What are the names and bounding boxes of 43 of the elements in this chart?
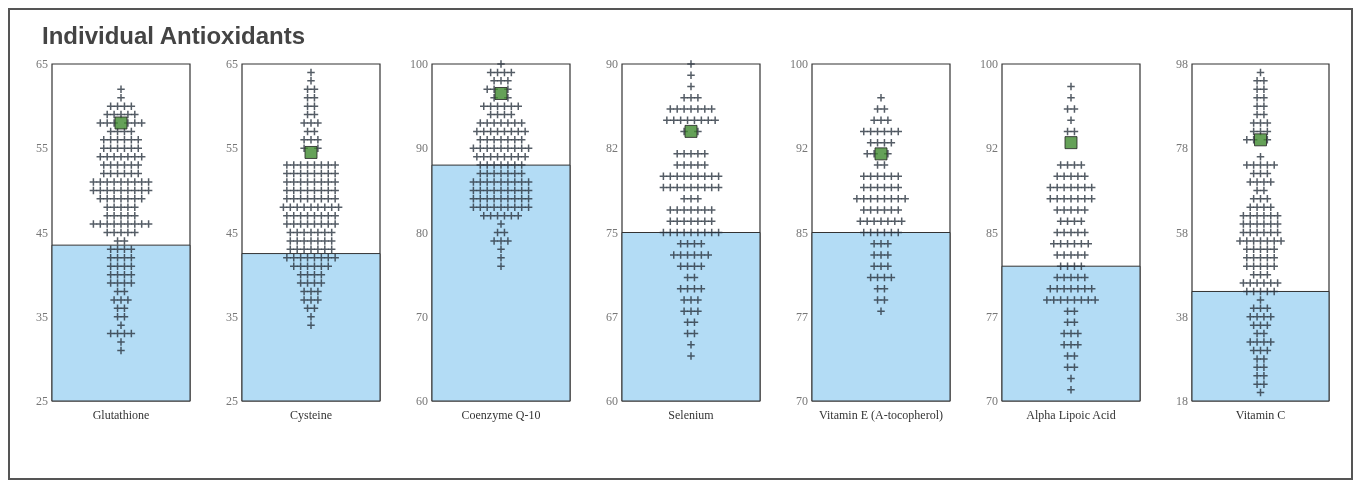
x-tick-label: Selenium [668,408,715,422]
y-tick-label: 67 [606,309,618,324]
y-tick-label: 60 [606,394,618,408]
x-tick-label: Vitamin E (A-tocopherol) [819,408,943,422]
y-tick-label: 78 [1176,141,1188,156]
y-tick-label: 65 [226,57,238,71]
y-tick-label: 90 [606,57,618,71]
y-tick-label: 35 [226,309,238,324]
x-tick-label: Glutathione [92,408,150,422]
y-tick-label: 70 [416,309,428,324]
y-tick-label: 85 [986,225,998,240]
y-tick-label: 35 [36,309,48,324]
y-tick-label: 58 [1176,225,1188,240]
x-tick-label: Coenzyme Q-10 [461,408,541,422]
x-tick-label: Alpha Lipoic Acid [1026,408,1116,422]
x-tick-label: Vitamin C [1235,408,1286,422]
y-tick-label: 90 [416,141,428,156]
y-tick-label: 70 [986,394,998,408]
y-tick-label: 75 [606,225,618,240]
y-tick-label: 55 [226,141,238,156]
y-tick-label: 38 [1176,309,1188,324]
y-tick-label: 70 [796,394,808,408]
y-tick-label: 100 [980,57,998,71]
y-tick-label: 85 [796,225,808,240]
y-tick-label: 77 [986,309,998,324]
y-tick-label: 65 [36,57,48,71]
y-tick-label: 25 [36,394,48,408]
y-tick-label: 100 [790,57,808,71]
y-tick-label: 98 [1176,57,1188,71]
y-tick-label: 45 [36,225,48,240]
y-tick-label: 25 [226,394,238,408]
y-tick-label: 45 [226,225,238,240]
y-tick-label: 18 [1176,394,1188,408]
y-tick-label: 92 [796,141,808,156]
y-tick-label: 77 [796,309,808,324]
y-tick-label: 80 [416,225,428,240]
y-tick-label: 60 [416,394,428,408]
y-tick-label: 100 [410,57,428,71]
y-tick-label: 55 [36,141,48,156]
chart-title: Individual Antioxidants [42,22,307,51]
y-tick-label: 92 [986,141,998,156]
x-tick-label: Cysteine [290,408,332,422]
y-tick-label: 82 [606,141,618,156]
